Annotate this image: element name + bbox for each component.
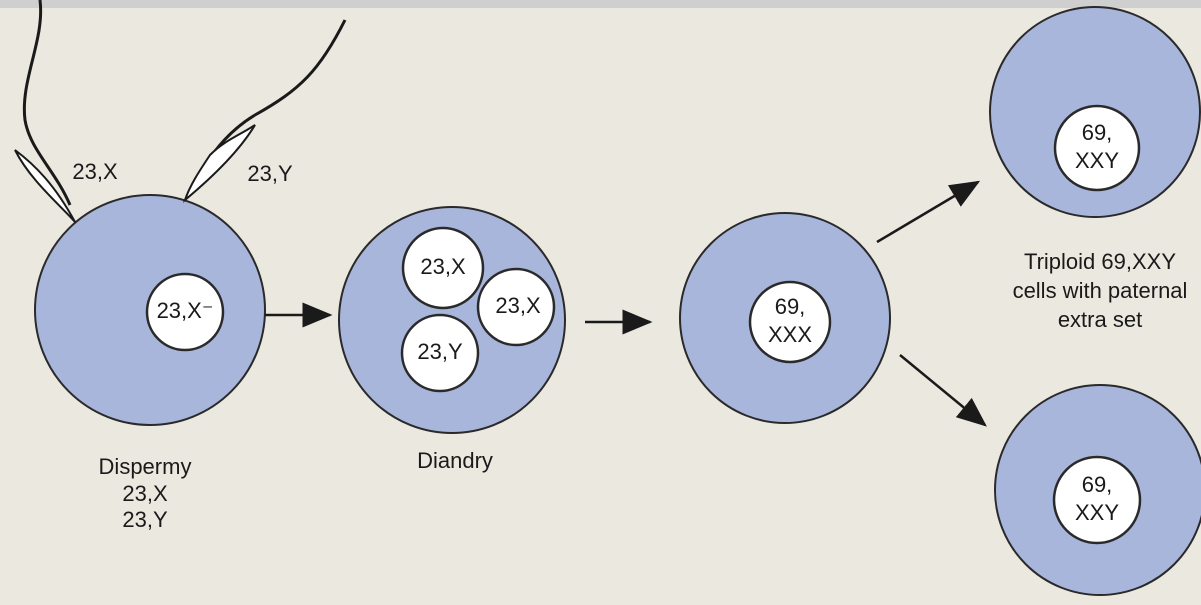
sperm-label: 23,X xyxy=(72,159,118,184)
nucleus-label: XXY xyxy=(1075,500,1119,525)
outcome: 69, XXY xyxy=(990,7,1200,217)
nucleus-label: 69, xyxy=(1082,120,1113,145)
outcome-caption: cells with paternal xyxy=(1013,278,1188,303)
pronucleus-label: 23,X xyxy=(420,254,466,279)
top-strip xyxy=(0,0,1201,8)
outcome: 69, XXY xyxy=(995,385,1201,595)
egg-label: 23,X⁻ xyxy=(157,298,214,323)
nucleus-label: XXX xyxy=(768,322,812,347)
zygote: 69, XXX xyxy=(680,213,890,423)
sperm-label: 23,Y xyxy=(247,161,293,186)
caption: Diandry xyxy=(417,448,493,473)
nucleus-label: 69, xyxy=(1082,472,1113,497)
pronucleus-label: 23,X xyxy=(495,293,541,318)
caption-line: 23,Y xyxy=(122,507,168,532)
outcome-caption: Triploid 69,XXY xyxy=(1024,249,1176,274)
nucleus-label: XXY xyxy=(1075,148,1119,173)
diagram: 23,X 23,Y 23,X⁻ Dispermy 23,X 23,Y 23,X … xyxy=(0,0,1201,605)
caption-line: 23,X xyxy=(122,481,168,506)
nucleus-label: 69, xyxy=(775,294,806,319)
caption: Dispermy xyxy=(99,454,192,479)
outcome-caption: extra set xyxy=(1058,307,1142,332)
pronucleus-label: 23,Y xyxy=(417,339,463,364)
